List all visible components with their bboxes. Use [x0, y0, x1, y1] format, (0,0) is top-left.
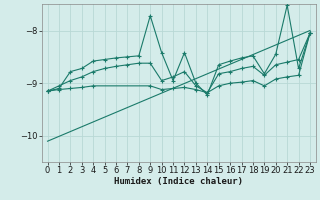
- X-axis label: Humidex (Indice chaleur): Humidex (Indice chaleur): [114, 177, 243, 186]
